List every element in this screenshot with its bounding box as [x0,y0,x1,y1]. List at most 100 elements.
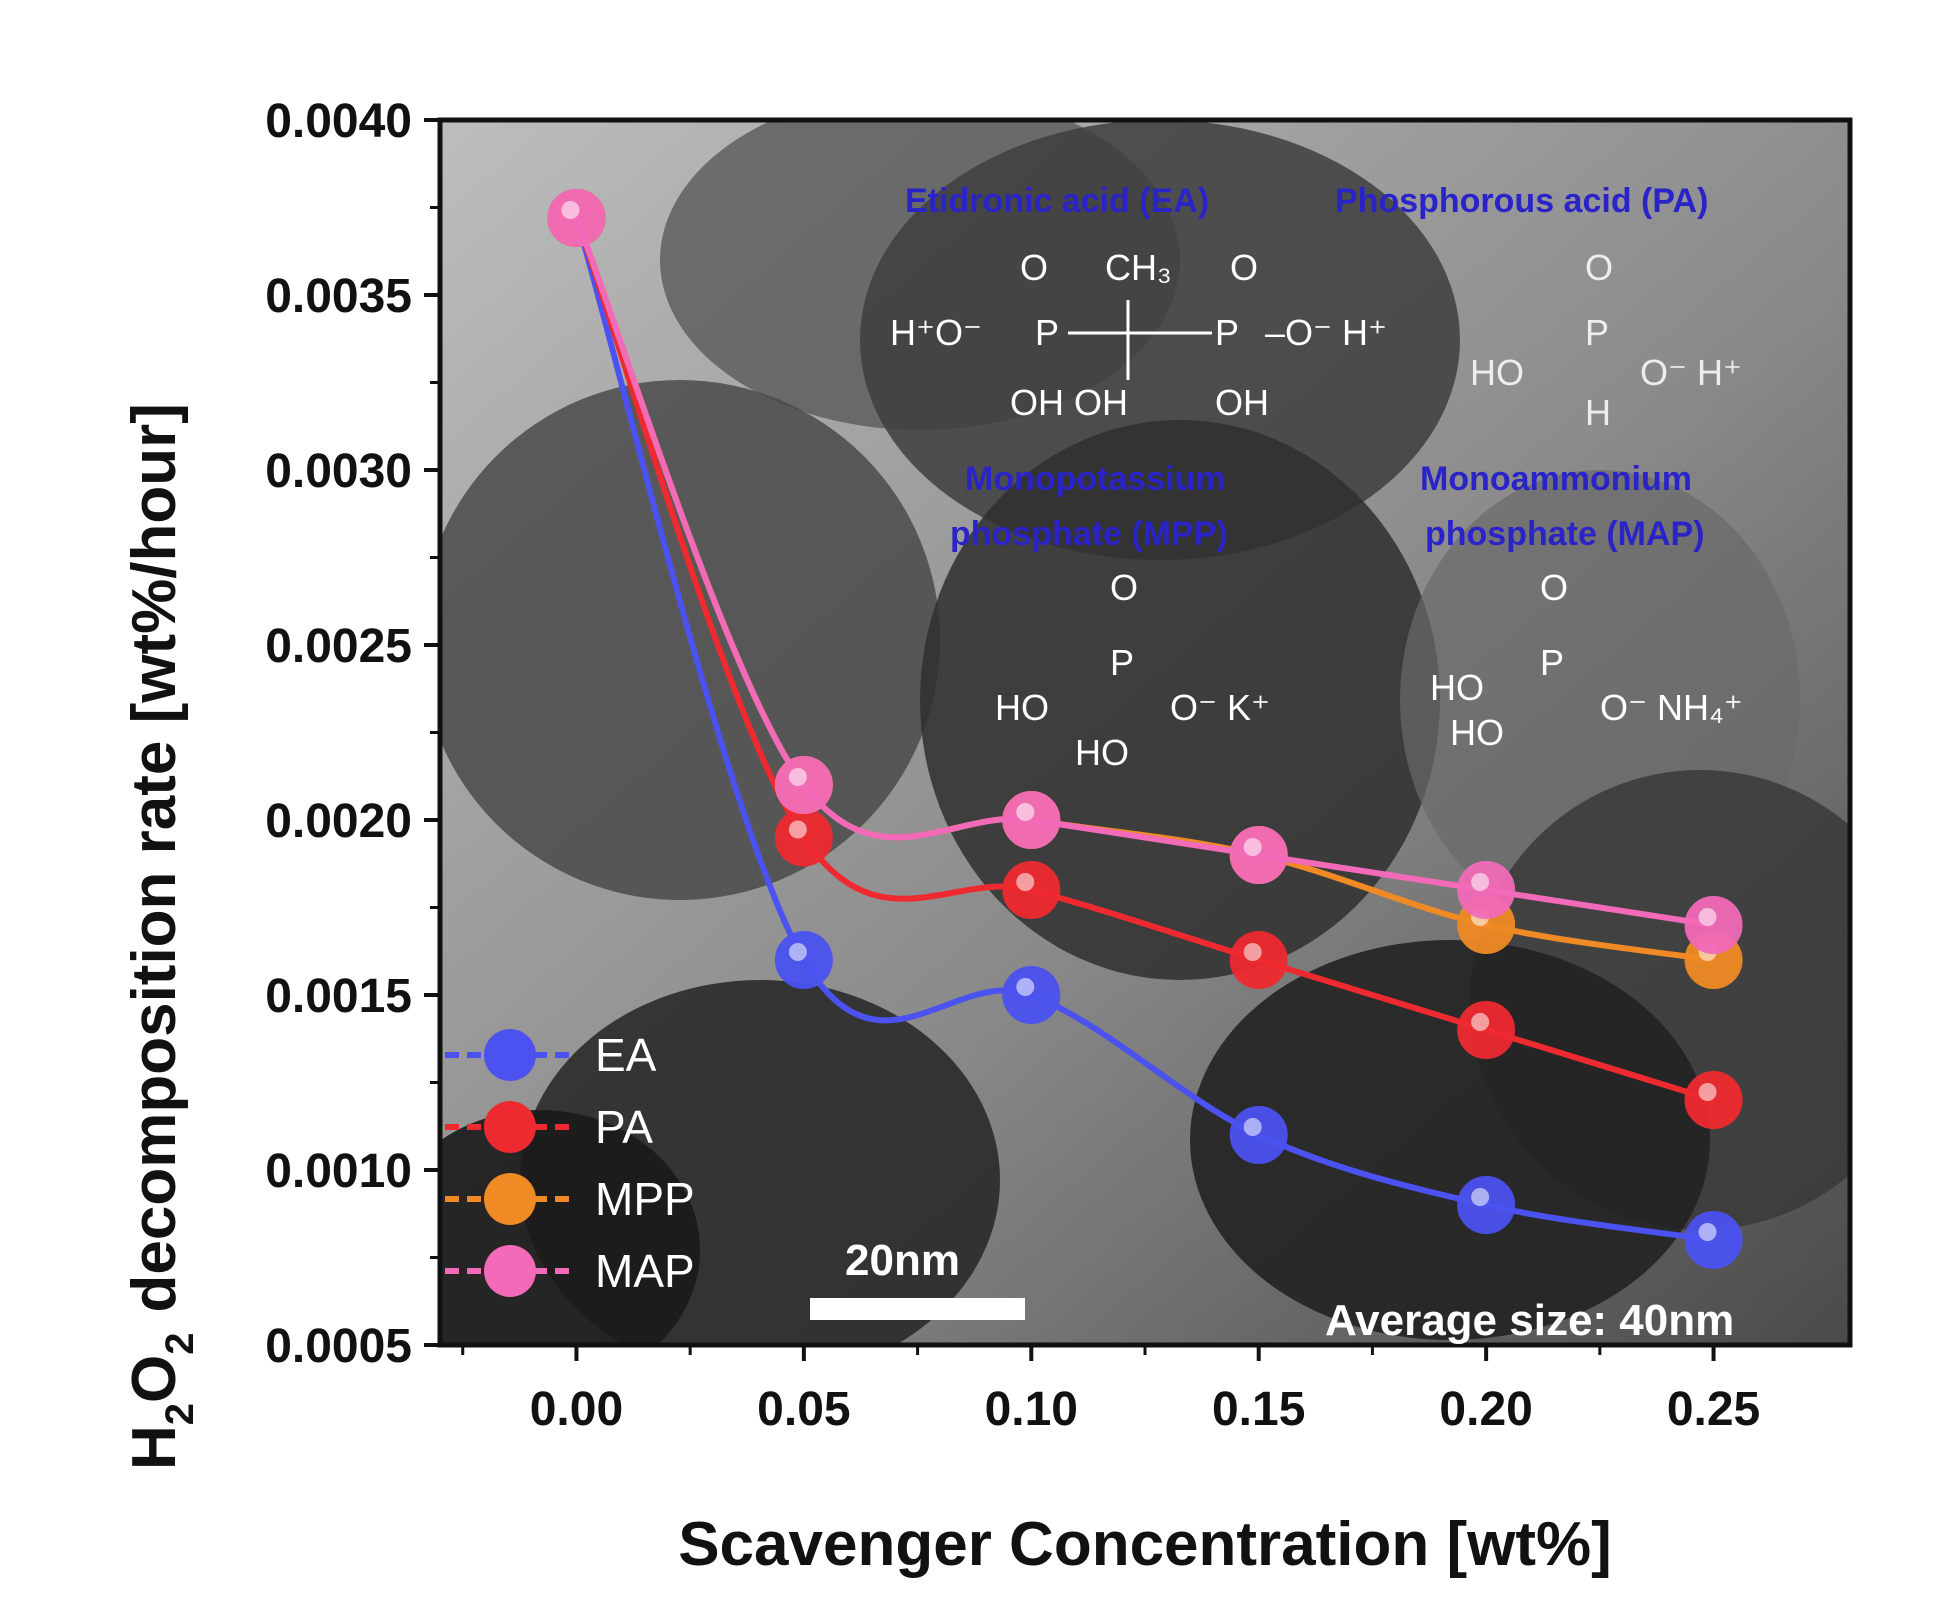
legend-label-map: MAP [595,1245,695,1297]
x-tick-label: 0.10 [985,1383,1078,1436]
data-point-highlight [561,201,580,219]
svg-text:P: P [1035,312,1059,353]
annotation-ea-label: Etidronic acid (EA) [905,182,1209,220]
scale-bar [810,1298,1025,1320]
legend-item-ea: EA [445,1029,657,1081]
data-point-ea [1229,1106,1288,1164]
data-point-highlight [788,820,807,839]
data-point-map [547,189,606,247]
data-point-map [1229,826,1288,884]
svg-text:P: P [1540,642,1564,683]
structure-ea: O CH₃ O H⁺O⁻ P P –O⁻ H⁺ OH OH OH [890,247,1387,423]
annotation-pa-label: Phosphorous acid (PA) [1335,182,1708,220]
y-axis-title-sub2: 2 [158,1332,202,1354]
annotation-map-label-line2: phosphate (MAP) [1425,515,1705,553]
svg-text:O⁻ H⁺: O⁻ H⁺ [1640,352,1742,393]
x-tick-label: 0.15 [1212,1383,1305,1436]
data-point-pa [1002,861,1061,919]
svg-text:P: P [1585,312,1609,353]
legend-marker-mpp [484,1173,536,1225]
y-tick-label: 0.0030 [265,445,412,498]
scale-bar-label: 20nm [845,1236,960,1285]
legend-marker-ea [484,1029,536,1081]
series-layer [547,189,1743,1269]
legend-label-ea: EA [595,1029,657,1081]
data-point-map [1684,896,1743,954]
data-point-pa [1684,1071,1743,1129]
svg-text:HO: HO [1470,352,1524,393]
data-point-map [774,756,833,814]
data-point-highlight [1016,978,1035,996]
svg-text:P: P [1215,312,1239,353]
data-point-highlight [1243,943,1262,961]
legend-marker-pa [484,1101,536,1153]
svg-text:H2O2decomposition rate [wt%/ho: H2O2decomposition rate [wt%/hour] [120,403,202,1470]
data-point-highlight [788,768,807,786]
y-axis-title-o: O [120,1355,189,1403]
y-axis-title: H2O2decomposition rate [wt%/hour] [120,403,202,1470]
x-tick-label: 0.00 [530,1383,623,1436]
y-axis-title-main: decomposition rate [wt%/hour] [120,403,189,1312]
svg-text:O: O [1540,567,1568,608]
tem-image-background [440,120,1850,1345]
legend-item-map: MAP [445,1245,695,1297]
svg-text:O: O [1020,247,1048,288]
svg-text:CH₃: CH₃ [1105,247,1172,288]
data-point-pa [1457,1001,1516,1059]
y-tick-label: 0.0035 [265,270,412,323]
svg-text:O⁻ K⁺: O⁻ K⁺ [1170,687,1270,728]
svg-text:OH OH: OH OH [1010,382,1128,423]
y-tick-label: 0.0010 [265,1145,412,1198]
y-axis-title-h: H [120,1425,189,1470]
svg-text:OH: OH [1215,382,1269,423]
structure-map: O P HO O⁻ NH₄⁺ HO [1430,567,1743,753]
data-point-highlight [1471,873,1490,891]
svg-text:HO: HO [1430,667,1484,708]
x-axis: 0.00 0.05 0.10 0.15 0.20 0.25 [461,1345,1760,1436]
data-point-highlight [1698,908,1717,926]
data-point-pa [774,808,833,867]
data-point-highlight [1243,1118,1262,1136]
svg-text:O: O [1110,567,1138,608]
legend-item-mpp: MPP [445,1173,695,1225]
svg-text:P: P [1110,642,1134,683]
svg-text:–O⁻ H⁺: –O⁻ H⁺ [1265,312,1387,353]
series-map [547,189,1743,954]
data-point-highlight [1243,838,1262,856]
svg-text:O⁻ NH₄⁺: O⁻ NH₄⁺ [1600,687,1743,728]
x-axis-title: Scavenger Concentration [wt%] [678,1510,1612,1579]
annotation-mpp-label-line2: phosphate (MPP) [950,515,1228,553]
legend: EA PA MPP MAP [445,1029,695,1297]
data-point-highlight [1698,1083,1717,1101]
x-tick-label: 0.05 [757,1383,850,1436]
data-point-ea [774,931,833,989]
x-tick-label: 0.25 [1667,1383,1760,1436]
svg-text:H⁺O⁻: H⁺O⁻ [890,312,982,353]
y-tick-label: 0.0005 [265,1320,412,1373]
svg-text:H: H [1585,392,1611,433]
svg-text:HO: HO [995,687,1049,728]
data-point-highlight [1471,1013,1490,1031]
legend-item-pa: PA [445,1101,653,1153]
y-axis-title-sub1: 2 [158,1403,202,1425]
y-axis: 0.0005 0.0010 0.0015 0.0020 0.0025 0.0030 0.00… [265,95,440,1373]
y-tick-label: 0.0020 [265,795,412,848]
svg-text:O: O [1230,247,1258,288]
annotation-map-label-line1: Monoammonium [1420,460,1692,498]
y-tick-label: 0.0025 [265,620,412,673]
data-point-map [1457,861,1516,919]
data-point-highlight [788,943,807,961]
x-tick-label: 0.20 [1439,1383,1532,1436]
y-tick-label: 0.0040 [265,95,412,148]
structure-mpp: O P HO O⁻ K⁺ HO [995,567,1270,773]
svg-text:O: O [1585,247,1613,288]
svg-text:HO: HO [1450,712,1504,753]
average-size-label: Average size: 40nm [1325,1296,1734,1345]
y-tick-label: 0.0015 [265,970,412,1023]
legend-label-pa: PA [595,1101,653,1153]
data-point-highlight [1698,1223,1717,1241]
legend-marker-map [484,1245,536,1297]
data-point-ea [1457,1176,1516,1234]
